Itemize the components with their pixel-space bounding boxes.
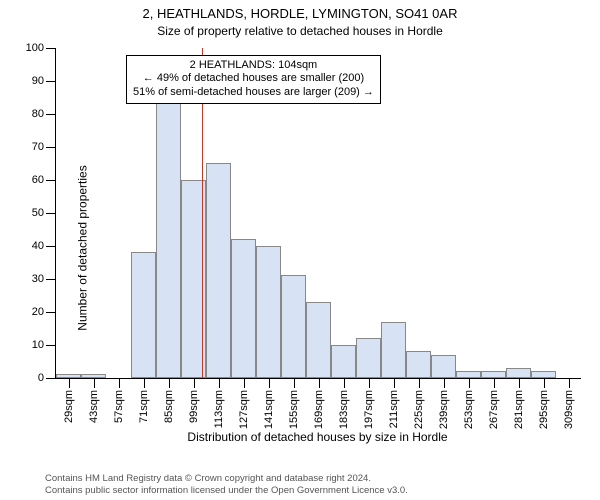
x-tick-label: 155sqm <box>288 390 300 429</box>
y-tick-label: 30 <box>32 273 44 285</box>
x-tick-label: 309sqm <box>563 390 575 429</box>
bar <box>481 371 506 378</box>
x-tick <box>444 378 445 388</box>
x-tick <box>569 378 570 388</box>
y-tick <box>46 378 56 379</box>
x-tick <box>469 378 470 388</box>
y-tick <box>46 279 56 280</box>
x-tick <box>394 378 395 388</box>
y-tick <box>46 312 56 313</box>
x-tick <box>344 378 345 388</box>
x-tick <box>194 378 195 388</box>
y-tick <box>46 147 56 148</box>
x-tick <box>319 378 320 388</box>
bar <box>131 252 156 377</box>
bar <box>306 302 331 378</box>
bar <box>531 371 556 378</box>
x-tick <box>294 378 295 388</box>
title-main: 2, HEATHLANDS, HORDLE, LYMINGTON, SO41 0… <box>0 0 600 22</box>
x-tick-label: 253sqm <box>463 390 475 429</box>
bar <box>206 163 231 378</box>
x-tick <box>69 378 70 388</box>
y-tick-label: 40 <box>32 240 44 252</box>
x-tick-label: 267sqm <box>488 390 500 429</box>
footer: Contains HM Land Registry data © Crown c… <box>45 473 575 496</box>
x-tick-label: 29sqm <box>63 390 75 423</box>
x-tick <box>244 378 245 388</box>
x-tick <box>144 378 145 388</box>
x-tick <box>494 378 495 388</box>
y-tick-label: 100 <box>26 42 44 54</box>
x-tick-label: 211sqm <box>388 390 400 428</box>
y-tick <box>46 246 56 247</box>
x-tick-label: 197sqm <box>363 390 375 429</box>
x-tick-label: 127sqm <box>238 390 250 429</box>
y-tick <box>46 48 56 49</box>
footer-line-2: Contains public sector information licen… <box>45 485 575 496</box>
x-tick-label: 295sqm <box>538 390 550 429</box>
x-tick <box>519 378 520 388</box>
x-tick-label: 281sqm <box>513 390 525 429</box>
x-tick <box>419 378 420 388</box>
title-sub: Size of property relative to detached ho… <box>0 22 600 38</box>
bar <box>356 338 381 378</box>
bar <box>281 275 306 377</box>
y-tick-label: 60 <box>32 174 44 186</box>
x-tick-label: 239sqm <box>438 390 450 429</box>
x-tick-label: 141sqm <box>263 390 275 429</box>
x-tick <box>219 378 220 388</box>
x-tick-label: 43sqm <box>88 390 100 423</box>
y-tick <box>46 180 56 181</box>
x-axis-label: Distribution of detached houses by size … <box>55 430 580 444</box>
y-tick-label: 90 <box>32 75 44 87</box>
y-tick <box>46 213 56 214</box>
bar <box>156 97 181 378</box>
bar <box>506 368 531 378</box>
bar <box>431 355 456 378</box>
y-tick-label: 20 <box>32 306 44 318</box>
x-tick-label: 113sqm <box>213 390 225 428</box>
footer-line-1: Contains HM Land Registry data © Crown c… <box>45 473 575 484</box>
y-tick-label: 0 <box>38 372 44 384</box>
annotation-box: 2 HEATHLANDS: 104sqm← 49% of detached ho… <box>126 55 381 104</box>
x-tick-label: 99sqm <box>188 390 200 423</box>
bar <box>331 345 356 378</box>
x-tick <box>269 378 270 388</box>
bar <box>231 239 256 378</box>
x-tick <box>169 378 170 388</box>
x-tick-label: 57sqm <box>113 390 125 423</box>
y-tick <box>46 345 56 346</box>
x-tick <box>369 378 370 388</box>
x-tick-label: 183sqm <box>338 390 350 429</box>
y-tick <box>46 81 56 82</box>
bar <box>381 322 406 378</box>
y-tick-label: 50 <box>32 207 44 219</box>
plot-area: 010203040506070809010029sqm43sqm57sqm71s… <box>55 48 581 379</box>
y-tick-label: 70 <box>32 141 44 153</box>
chart-container: 2, HEATHLANDS, HORDLE, LYMINGTON, SO41 0… <box>0 0 600 500</box>
annotation-line: 51% of semi-detached houses are larger (… <box>133 86 374 100</box>
x-tick-label: 85sqm <box>163 390 175 423</box>
x-tick-label: 71sqm <box>138 390 150 423</box>
bar <box>406 351 431 377</box>
y-tick <box>46 114 56 115</box>
x-tick <box>119 378 120 388</box>
chart-wrap: Number of detached properties 0102030405… <box>0 38 600 458</box>
y-tick-label: 10 <box>32 339 44 351</box>
bar <box>256 246 281 378</box>
bar <box>456 371 481 378</box>
x-tick <box>544 378 545 388</box>
y-tick-label: 80 <box>32 108 44 120</box>
annotation-line: ← 49% of detached houses are smaller (20… <box>133 72 374 86</box>
x-tick <box>94 378 95 388</box>
annotation-line: 2 HEATHLANDS: 104sqm <box>133 59 374 73</box>
x-tick-label: 169sqm <box>313 390 325 429</box>
x-tick-label: 225sqm <box>413 390 425 429</box>
